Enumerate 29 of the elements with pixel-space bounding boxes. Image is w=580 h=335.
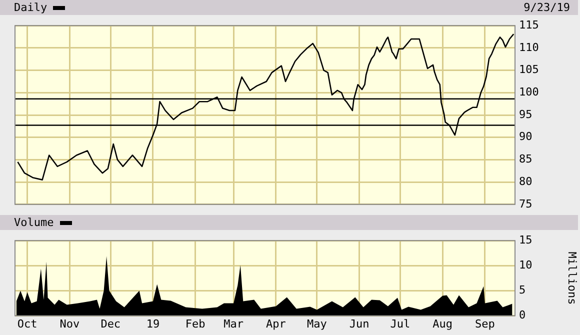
x-tick-label: Jul (390, 317, 410, 330)
y-tick-label: 15 (519, 233, 532, 246)
x-tick-label: Aug (432, 317, 453, 330)
y-tick-label: 85 (519, 152, 532, 166)
y-tick-label: 10 (519, 258, 532, 272)
x-tick-label: Feb (185, 317, 206, 330)
x-tick-label: Dec (100, 317, 121, 330)
x-tick-label: 19 (146, 317, 160, 330)
x-tick-label: Sep (475, 317, 495, 330)
chart-title: Volume (14, 215, 55, 230)
y-tick-label: 5 (519, 284, 526, 297)
y-tick-label: 105 (519, 63, 539, 76)
y-tick-label: 110 (519, 40, 539, 54)
y-tick-label: 80 (519, 174, 532, 188)
y-tick-label: 115 (519, 18, 539, 32)
chart-title: Daily (14, 0, 48, 15)
y-axis-title: Millions (566, 252, 579, 305)
y-tick-label: 95 (519, 108, 532, 121)
x-tick-label: Jun (349, 317, 370, 330)
x-tick-label: Apr (266, 317, 286, 330)
x-tick-label: Mar (224, 317, 244, 330)
y-tick-label: 90 (519, 130, 532, 144)
y-tick-label: 100 (519, 86, 539, 99)
x-tick-label: Oct (17, 317, 38, 330)
x-tick-label: Nov (60, 317, 80, 330)
text: 9/23/19 (524, 0, 570, 15)
x-tick-label: May (306, 317, 328, 330)
y-tick-label: 0 (519, 308, 526, 322)
y-tick-label: 75 (519, 197, 532, 210)
